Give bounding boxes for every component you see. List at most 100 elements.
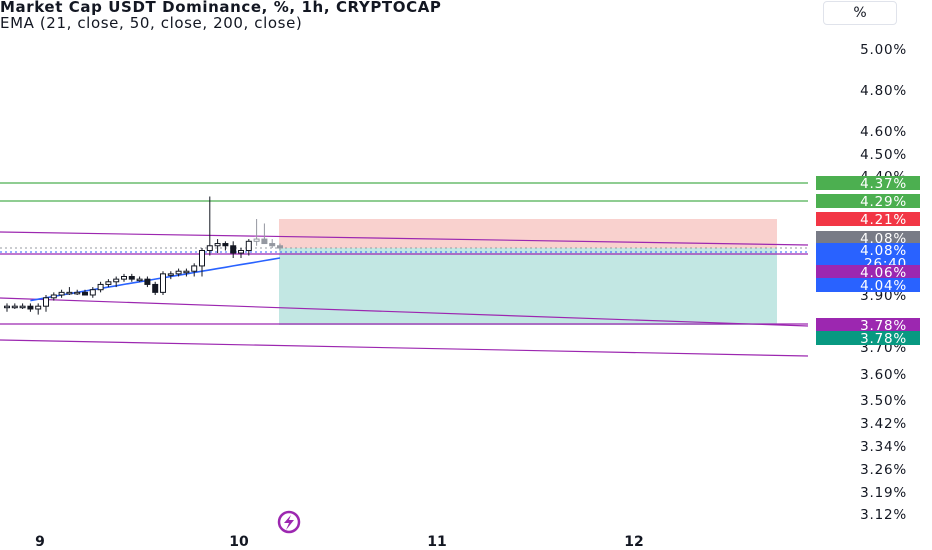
candle — [160, 271, 166, 295]
candle — [128, 273, 135, 282]
price-badge-bg — [816, 231, 920, 245]
candle-body — [269, 243, 276, 247]
trendline — [0, 339, 809, 357]
candle — [261, 223, 268, 245]
trendline — [0, 297, 809, 327]
candle — [58, 289, 65, 298]
candle — [175, 268, 182, 277]
candle — [50, 292, 57, 301]
candle-body — [277, 245, 283, 249]
x-tick-label: 10 — [229, 534, 249, 550]
price-badge-bg — [816, 318, 920, 332]
y-tick-label: 3.34% — [860, 439, 907, 455]
price-badge: 4.21% — [816, 212, 920, 228]
y-tick-label: 5.00% — [860, 42, 907, 58]
chart-title: Market Cap USDT Dominance, %, 1h, CRYPTO… — [0, 0, 442, 16]
price-badge: 3.78% — [816, 318, 920, 334]
candle — [66, 287, 73, 295]
candle — [121, 273, 127, 282]
candle-body — [27, 305, 34, 310]
candle-body — [105, 281, 112, 285]
candle — [89, 287, 96, 298]
candle-body — [230, 245, 237, 254]
y-tick-label: 3.19% — [860, 485, 907, 501]
candle-body — [175, 270, 182, 275]
price-badge: 4.06% — [816, 265, 920, 281]
y-tick-label: 4.80% — [860, 83, 907, 99]
price-badge-label: 4.04% — [860, 278, 907, 294]
price-badge-label: 4.29% — [860, 194, 907, 210]
candle-body — [253, 238, 260, 242]
candle-body — [4, 305, 10, 309]
candle — [82, 289, 88, 296]
price-badge-label: 4.21% — [860, 212, 907, 228]
candle — [35, 303, 42, 315]
price-badge: 4.29% — [816, 194, 920, 210]
candle — [97, 281, 104, 293]
price-badge-bg — [816, 194, 920, 208]
price-badge-label: 3.78% — [860, 331, 907, 347]
candle-body — [261, 238, 268, 245]
candle-body — [144, 278, 151, 285]
candle-body — [97, 283, 104, 291]
percent-scale-button[interactable]: % — [823, 1, 897, 25]
price-badge-label: 4.06% — [860, 265, 907, 281]
candle — [238, 248, 244, 258]
candles-group — [4, 196, 283, 315]
candle — [11, 303, 18, 309]
price-badge-bg — [816, 212, 920, 226]
candle — [214, 239, 221, 253]
candle-body — [43, 297, 49, 307]
y-tick-label: 4.60% — [860, 124, 907, 140]
candle — [43, 295, 49, 312]
candle-body — [199, 250, 205, 267]
price-badge-label: 3.78% — [860, 318, 907, 334]
y-tick-label: 3.26% — [860, 462, 907, 478]
candle-body — [82, 291, 88, 296]
candle-body — [89, 289, 96, 296]
price-badge-label: 4.08% — [860, 243, 907, 259]
candle — [105, 279, 112, 288]
drawing-lines — [0, 182, 809, 357]
candle-body — [113, 278, 120, 283]
candle — [19, 303, 26, 309]
candle-body — [160, 273, 166, 293]
flash-icon[interactable] — [277, 510, 301, 534]
candle — [167, 271, 174, 280]
candle — [245, 239, 252, 256]
candle-body — [206, 245, 213, 251]
candle-body — [74, 291, 81, 295]
candle — [222, 241, 229, 251]
candle-body — [19, 305, 26, 309]
y-tick-label: 3.12% — [860, 507, 907, 523]
candle — [136, 276, 143, 282]
candle-body — [214, 243, 221, 247]
candle — [277, 243, 283, 251]
candle — [183, 268, 190, 277]
candle-body — [136, 278, 143, 282]
candle — [269, 239, 276, 248]
price-badge-bg — [816, 278, 920, 292]
price-badge-bg — [816, 176, 920, 190]
y-tick-label: 3.50% — [860, 393, 907, 409]
price-badge-bg — [816, 265, 920, 279]
ema-indicator-legend[interactable]: EMA (21, close, 50, close, 200, close) — [0, 14, 303, 32]
candle — [230, 241, 237, 258]
time-axis: 9 10 11 12 — [35, 534, 644, 550]
take-profit-zone — [279, 248, 777, 325]
candle — [144, 276, 151, 288]
price-badge: 4.37% — [816, 176, 920, 192]
candle — [152, 281, 159, 295]
candle-body — [183, 270, 190, 274]
price-badge-bg — [816, 331, 920, 345]
x-tick-label: 12 — [624, 534, 643, 550]
candle-body — [238, 250, 244, 254]
candle-body — [152, 283, 159, 293]
candle-body — [66, 291, 73, 295]
candle-body — [58, 291, 65, 296]
candle-body — [128, 276, 135, 280]
candle-body — [11, 305, 18, 309]
candle — [199, 248, 205, 277]
candle-body — [222, 243, 229, 247]
